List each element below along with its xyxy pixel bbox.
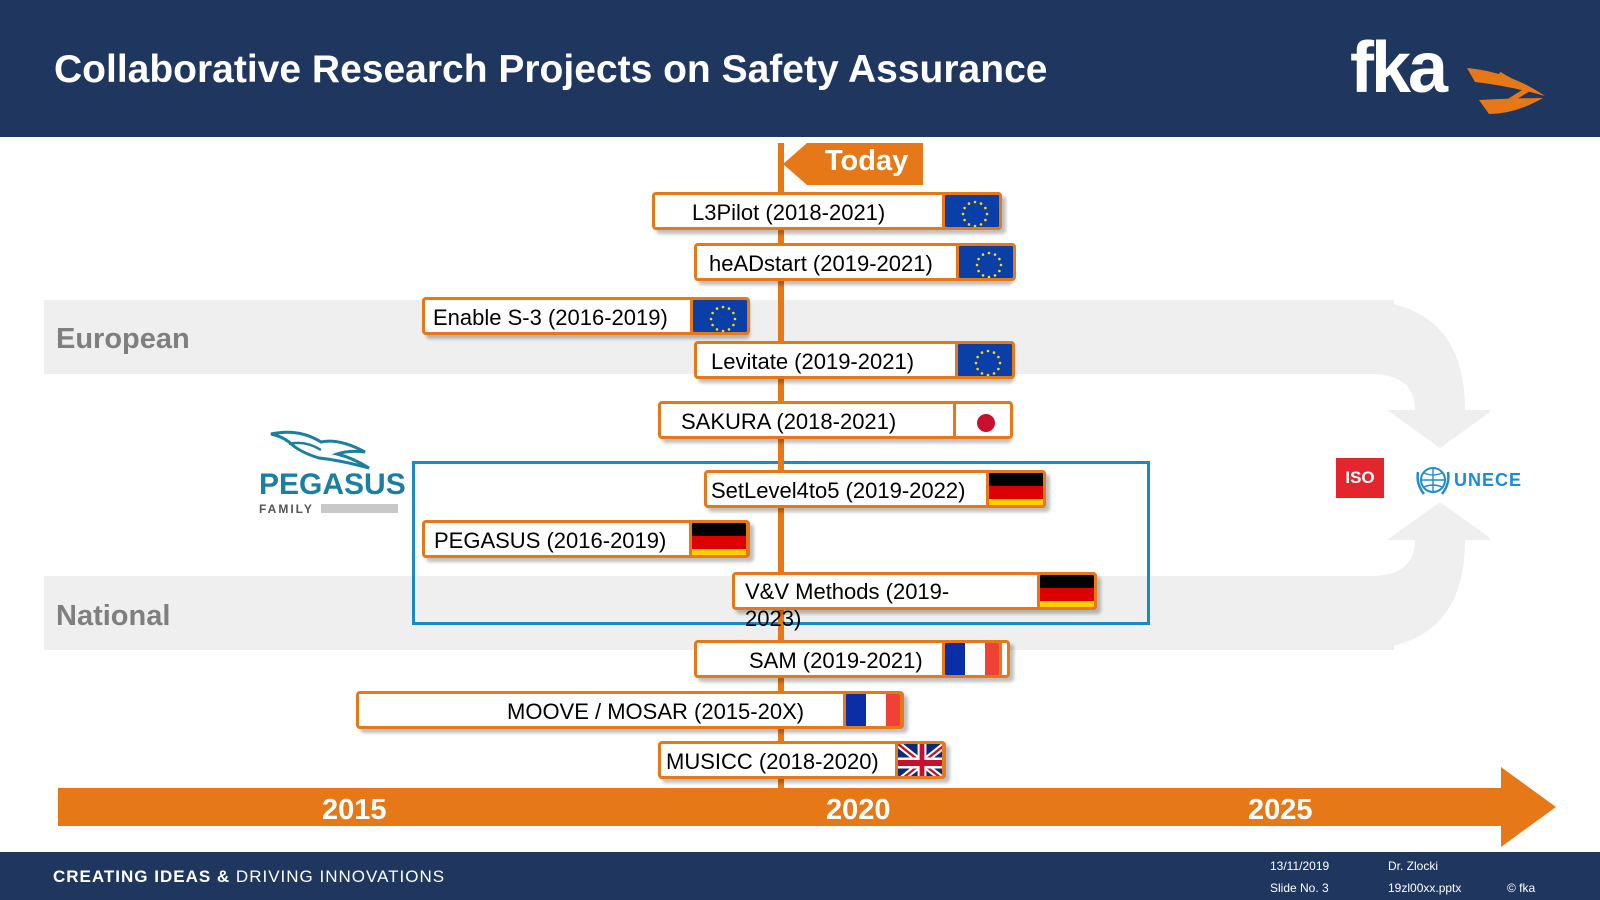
timeline-arrow	[58, 767, 1556, 847]
eu-flag-icon	[690, 297, 750, 335]
footer-copyright: © fka	[1507, 881, 1536, 895]
project-label: MUSICC (2018-2020)	[666, 749, 879, 774]
germany-flag-icon	[689, 520, 749, 558]
project-label: SetLevel4to5 (2019-2022)	[711, 478, 966, 503]
france-flag-icon	[843, 691, 903, 729]
project-pegasus: PEGASUS (2016-2019)	[422, 520, 750, 558]
project-sam: SAM (2019-2021)	[694, 640, 1010, 678]
project-label: SAM (2019-2021)	[749, 648, 923, 673]
project-levitate: Levitate (2019-2021)	[694, 341, 1015, 379]
project-label: Levitate (2019-2021)	[711, 349, 915, 374]
pegasus-logo-text: PEGASUS	[259, 468, 406, 501]
pegasus-family-text: FAMILY	[259, 502, 314, 516]
japan-flag-icon	[953, 401, 1013, 439]
national-label: National	[56, 600, 171, 632]
fka-logo: fka	[1350, 28, 1550, 118]
year-2025: 2025	[1248, 794, 1313, 826]
european-label: European	[56, 323, 190, 355]
eu-flag-icon	[942, 192, 1002, 230]
project-musicc: MUSICC (2018-2020)	[658, 741, 946, 779]
today-marker: Today	[783, 143, 923, 185]
project-label: heADstart (2019-2021)	[709, 251, 933, 276]
project-vv-methods: V&V Methods (2019-2023)	[732, 572, 1097, 631]
logo-text: fka	[1350, 28, 1448, 108]
footer-author: Dr. Zlocki	[1388, 859, 1439, 873]
project-label: Enable S-3 (2016-2019)	[433, 305, 668, 330]
logo-swoosh-icon	[1467, 68, 1545, 114]
france-flag-icon	[942, 640, 1002, 678]
project-label: MOOVE / MOSAR (2015-20X)	[507, 699, 805, 724]
project-label: SAKURA (2018-2021)	[681, 409, 897, 434]
eu-flag-icon	[955, 341, 1015, 379]
project-setlevel4to5: SetLevel4to5 (2019-2022)	[704, 470, 1046, 508]
footer-slogan: CREATING IDEAS & DRIVING INNOVATIONS	[53, 867, 445, 887]
project-headstart: heADstart (2019-2021)	[694, 243, 1016, 281]
today-line	[778, 143, 784, 793]
project-moove-mosar: MOOVE / MOSAR (2015-20X)	[356, 691, 904, 729]
header-bar	[0, 0, 1600, 137]
pegasus-logo-bar	[321, 504, 398, 513]
footer-bar	[0, 852, 1600, 900]
pegasus-family-logo: PEGASUS FAMILY	[255, 428, 406, 518]
project-sakura: SAKURA (2018-2021)	[658, 401, 1013, 439]
iso-logo: ISO	[1336, 458, 1384, 498]
slogan-bold: CREATING IDEAS &	[53, 867, 231, 886]
un-emblem-icon	[1416, 467, 1450, 495]
project-l3pilot: L3Pilot (2018-2021)	[652, 192, 1002, 230]
footer-slide-number: Slide No. 3	[1270, 881, 1329, 895]
footer-date: 13/11/2019	[1270, 859, 1330, 873]
unece-text: UNECE	[1454, 470, 1523, 490]
year-2020: 2020	[826, 794, 891, 826]
today-flag-shape	[783, 143, 923, 185]
project-enable-s3: Enable S-3 (2016-2019)	[422, 297, 750, 335]
germany-flag-icon	[1037, 572, 1097, 610]
germany-flag-icon	[986, 470, 1046, 508]
slogan-rest: DRIVING INNOVATIONS	[230, 867, 446, 886]
today-label: Today	[825, 145, 909, 177]
pegasus-wing-icon	[270, 430, 370, 470]
project-label: L3Pilot (2018-2021)	[692, 200, 886, 225]
footer-file: 19zl00xx.pptx	[1388, 881, 1462, 895]
page-title: Collaborative Research Projects on Safet…	[54, 48, 1048, 91]
project-label: PEGASUS (2016-2019)	[434, 528, 667, 553]
merge-arrow-icon	[1330, 300, 1490, 650]
national-band	[44, 576, 1394, 650]
unece-logo: UNECE	[1412, 462, 1532, 498]
eu-flag-icon	[956, 243, 1016, 281]
uk-flag-icon	[895, 741, 945, 779]
project-label: V&V Methods (2019-2023)	[745, 579, 950, 631]
year-2015: 2015	[322, 794, 387, 826]
